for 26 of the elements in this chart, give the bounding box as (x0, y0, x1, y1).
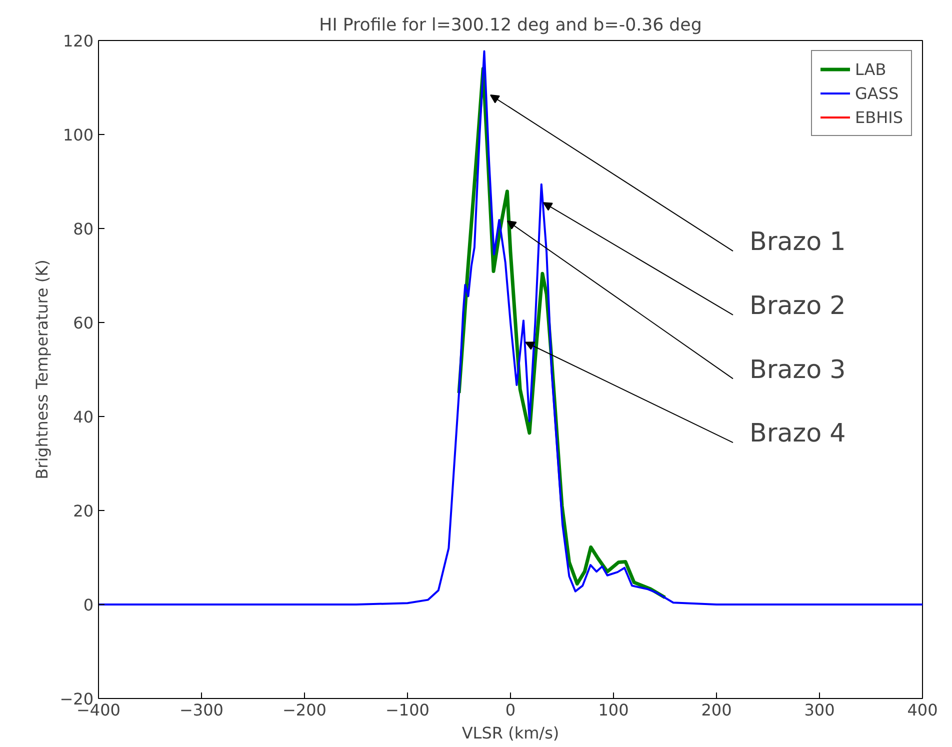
y-axis-title: Brightness Temperature (K) (32, 260, 52, 480)
annotation: Brazo 3 (749, 354, 846, 384)
y-tick-label: 100 (62, 126, 94, 144)
y-tick-label: 80 (73, 220, 94, 238)
legend-label: GASS (855, 84, 899, 102)
annotation: Brazo 2 (749, 290, 846, 320)
y-tick-label: 120 (62, 32, 94, 50)
x-tick-label: −100 (386, 700, 430, 720)
x-tick-label: 100 (598, 700, 629, 720)
legend-label: LAB (855, 60, 886, 78)
y-tick-label: 40 (73, 408, 94, 426)
x-tick-label: 400 (907, 700, 938, 720)
line-series (98, 50, 922, 606)
legend-label: EBHIS (855, 108, 903, 126)
y-tick-label: 60 (73, 314, 94, 332)
annotation: Brazo 4 (749, 418, 846, 448)
x-tick-label: −200 (282, 700, 326, 720)
x-axis-title: VLSR (km/s) (462, 724, 560, 742)
x-tick-label: −300 (180, 700, 224, 720)
y-tick-label: 20 (73, 502, 94, 520)
chart-title: HI Profile for l=300.12 deg and b=-0.36 deg (319, 16, 702, 36)
y-tick-label: 0 (83, 596, 94, 614)
x-tick-label: 200 (701, 700, 732, 720)
annotation: Brazo 1 (749, 226, 846, 256)
x-tick-label: 300 (804, 700, 835, 720)
x-tick-label: 0 (505, 700, 516, 720)
